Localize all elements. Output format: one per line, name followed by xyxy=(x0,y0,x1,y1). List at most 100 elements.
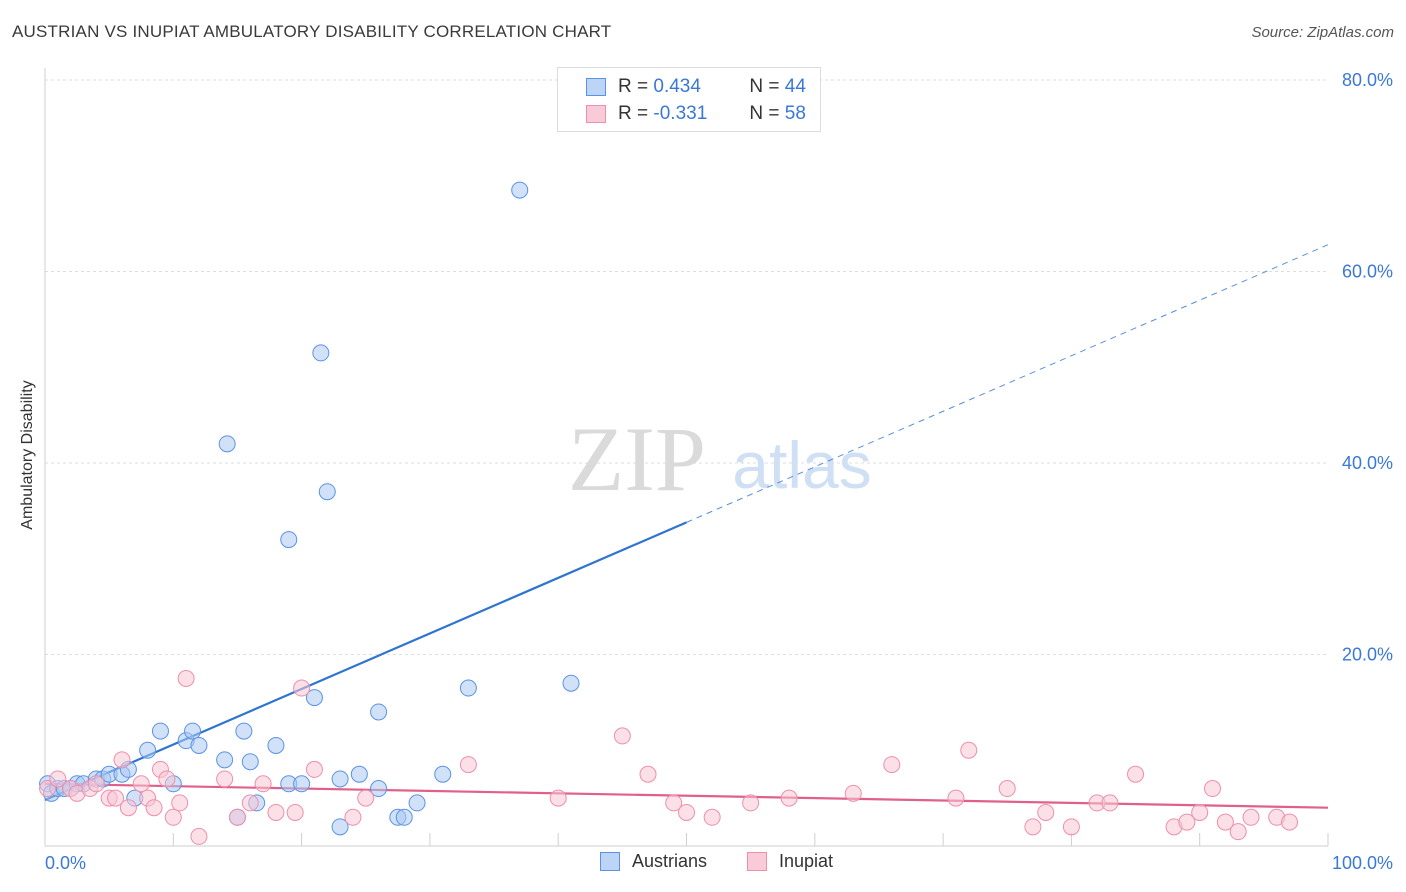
inupiat-point xyxy=(113,751,131,769)
austrians-point xyxy=(408,794,426,812)
inupiat-point xyxy=(1127,765,1145,783)
inupiat-point xyxy=(190,827,208,845)
inupiat-point xyxy=(1191,803,1209,821)
trend-lines xyxy=(44,244,1329,809)
inupiat-point xyxy=(1216,813,1234,831)
inupiat-point xyxy=(158,770,176,788)
inupiat-point xyxy=(780,789,798,807)
austrians-point xyxy=(562,674,580,692)
austrians-point xyxy=(350,765,368,783)
inupiat-point xyxy=(678,803,695,821)
inupiat-point xyxy=(1024,818,1042,836)
chart-title: AUSTRIAN VS INUPIAT AMBULATORY DISABILIT… xyxy=(12,22,612,41)
austrians-point xyxy=(305,689,323,707)
inupiat-point xyxy=(1281,813,1299,831)
austrians-point xyxy=(151,722,169,740)
y-tick-label: 80.0% xyxy=(1342,70,1393,90)
inupiat-swatch xyxy=(586,105,606,123)
inupiat-point xyxy=(844,784,862,802)
n-label: N = xyxy=(749,103,780,124)
inupiat-point xyxy=(107,789,125,807)
r-label: R = xyxy=(618,103,649,124)
austrians-point xyxy=(216,751,234,769)
inupiat-point xyxy=(459,756,477,774)
inupiat-point xyxy=(1037,803,1055,821)
inupiat-point xyxy=(947,789,965,807)
watermark-zip: ZIP xyxy=(568,408,706,510)
legend-item-austrians[interactable]: Austrians xyxy=(600,851,707,872)
legend-item-inupiat[interactable]: Inupiat xyxy=(747,851,833,872)
n-value: 58 xyxy=(784,103,806,124)
inupiat-point xyxy=(639,765,657,783)
gridlines xyxy=(45,79,1328,655)
tick-labels: 20.0% 40.0% 60.0% 80.0% 0.0% 100.0% xyxy=(45,70,1393,873)
axes xyxy=(44,68,1329,847)
x-tick-label: 0.0% xyxy=(45,853,86,873)
austrians-point xyxy=(267,736,285,754)
r-label: R = xyxy=(618,76,649,97)
stats-legend: R = 0.434 N = 44 R = -0.331 N = 58 xyxy=(557,67,821,132)
inupiat-point xyxy=(87,775,105,793)
inupiat-point xyxy=(241,794,259,812)
austrians-point xyxy=(370,703,388,721)
inupiat-point xyxy=(216,770,234,788)
austrians-point xyxy=(139,741,157,759)
inupiat-point xyxy=(254,775,272,793)
r-value: -0.331 xyxy=(653,103,708,124)
legend-label: Inupiat xyxy=(779,851,834,871)
data-points xyxy=(39,181,1299,845)
r-value: 0.434 xyxy=(653,76,701,97)
inupiat-point xyxy=(293,679,311,697)
austrians-swatch xyxy=(586,78,606,96)
inupiat-legend-swatch xyxy=(747,852,767,871)
austrians-point xyxy=(184,722,202,740)
austrians-point xyxy=(218,435,236,453)
inupiat-point xyxy=(286,803,304,821)
inupiat-point xyxy=(344,808,362,826)
inupiat-point xyxy=(1204,780,1222,798)
austrians-point xyxy=(235,722,253,740)
inupiat-point xyxy=(177,669,195,687)
austrians-point xyxy=(459,679,477,697)
inupiat-point xyxy=(305,760,323,778)
austrians-point xyxy=(293,775,311,793)
inupiat-point xyxy=(613,727,631,745)
n-label: N = xyxy=(749,76,780,97)
austrians-point xyxy=(312,344,330,362)
stats-row-austrians: R = 0.434 N = 44 xyxy=(558,74,806,100)
inupiat-point xyxy=(267,803,285,821)
y-tick-label: 60.0% xyxy=(1342,262,1393,282)
inupiat-point xyxy=(742,794,760,812)
inupiat-point xyxy=(703,808,721,826)
chart-source: Source: ZipAtlas.com xyxy=(1251,24,1394,41)
watermark: ZIP atlas xyxy=(568,408,872,510)
inupiat-point xyxy=(164,808,182,826)
austrians-point xyxy=(280,531,298,549)
inupiat-point xyxy=(357,789,375,807)
watermark-atlas: atlas xyxy=(732,428,871,502)
inupiat-point xyxy=(119,799,137,817)
inupiat-point xyxy=(228,808,246,826)
inupiat-point xyxy=(1062,818,1080,836)
austrians-point xyxy=(370,780,388,798)
legend-label: Austrians xyxy=(632,851,708,871)
inupiat-point xyxy=(1101,794,1119,812)
austrians-point xyxy=(241,753,259,771)
inupiat-point xyxy=(998,780,1016,798)
inupiat-point xyxy=(49,770,67,788)
y-tick-label: 20.0% xyxy=(1342,645,1393,665)
y-tick-label: 40.0% xyxy=(1342,453,1393,473)
x-tick-label: 100.0% xyxy=(1332,853,1393,873)
austrians-point xyxy=(318,483,336,501)
inupiat-point xyxy=(1229,823,1247,841)
austrians-point xyxy=(331,818,349,836)
austrians-point xyxy=(395,808,413,826)
stats-row-inupiat: R = -0.331 N = 58 xyxy=(558,101,806,127)
austrians-trend-line xyxy=(44,521,687,802)
austrians-point xyxy=(434,765,452,783)
inupiat-point xyxy=(145,799,163,817)
inupiat-point xyxy=(132,775,150,793)
inupiat-point xyxy=(883,756,901,774)
inupiat-point xyxy=(171,794,189,812)
